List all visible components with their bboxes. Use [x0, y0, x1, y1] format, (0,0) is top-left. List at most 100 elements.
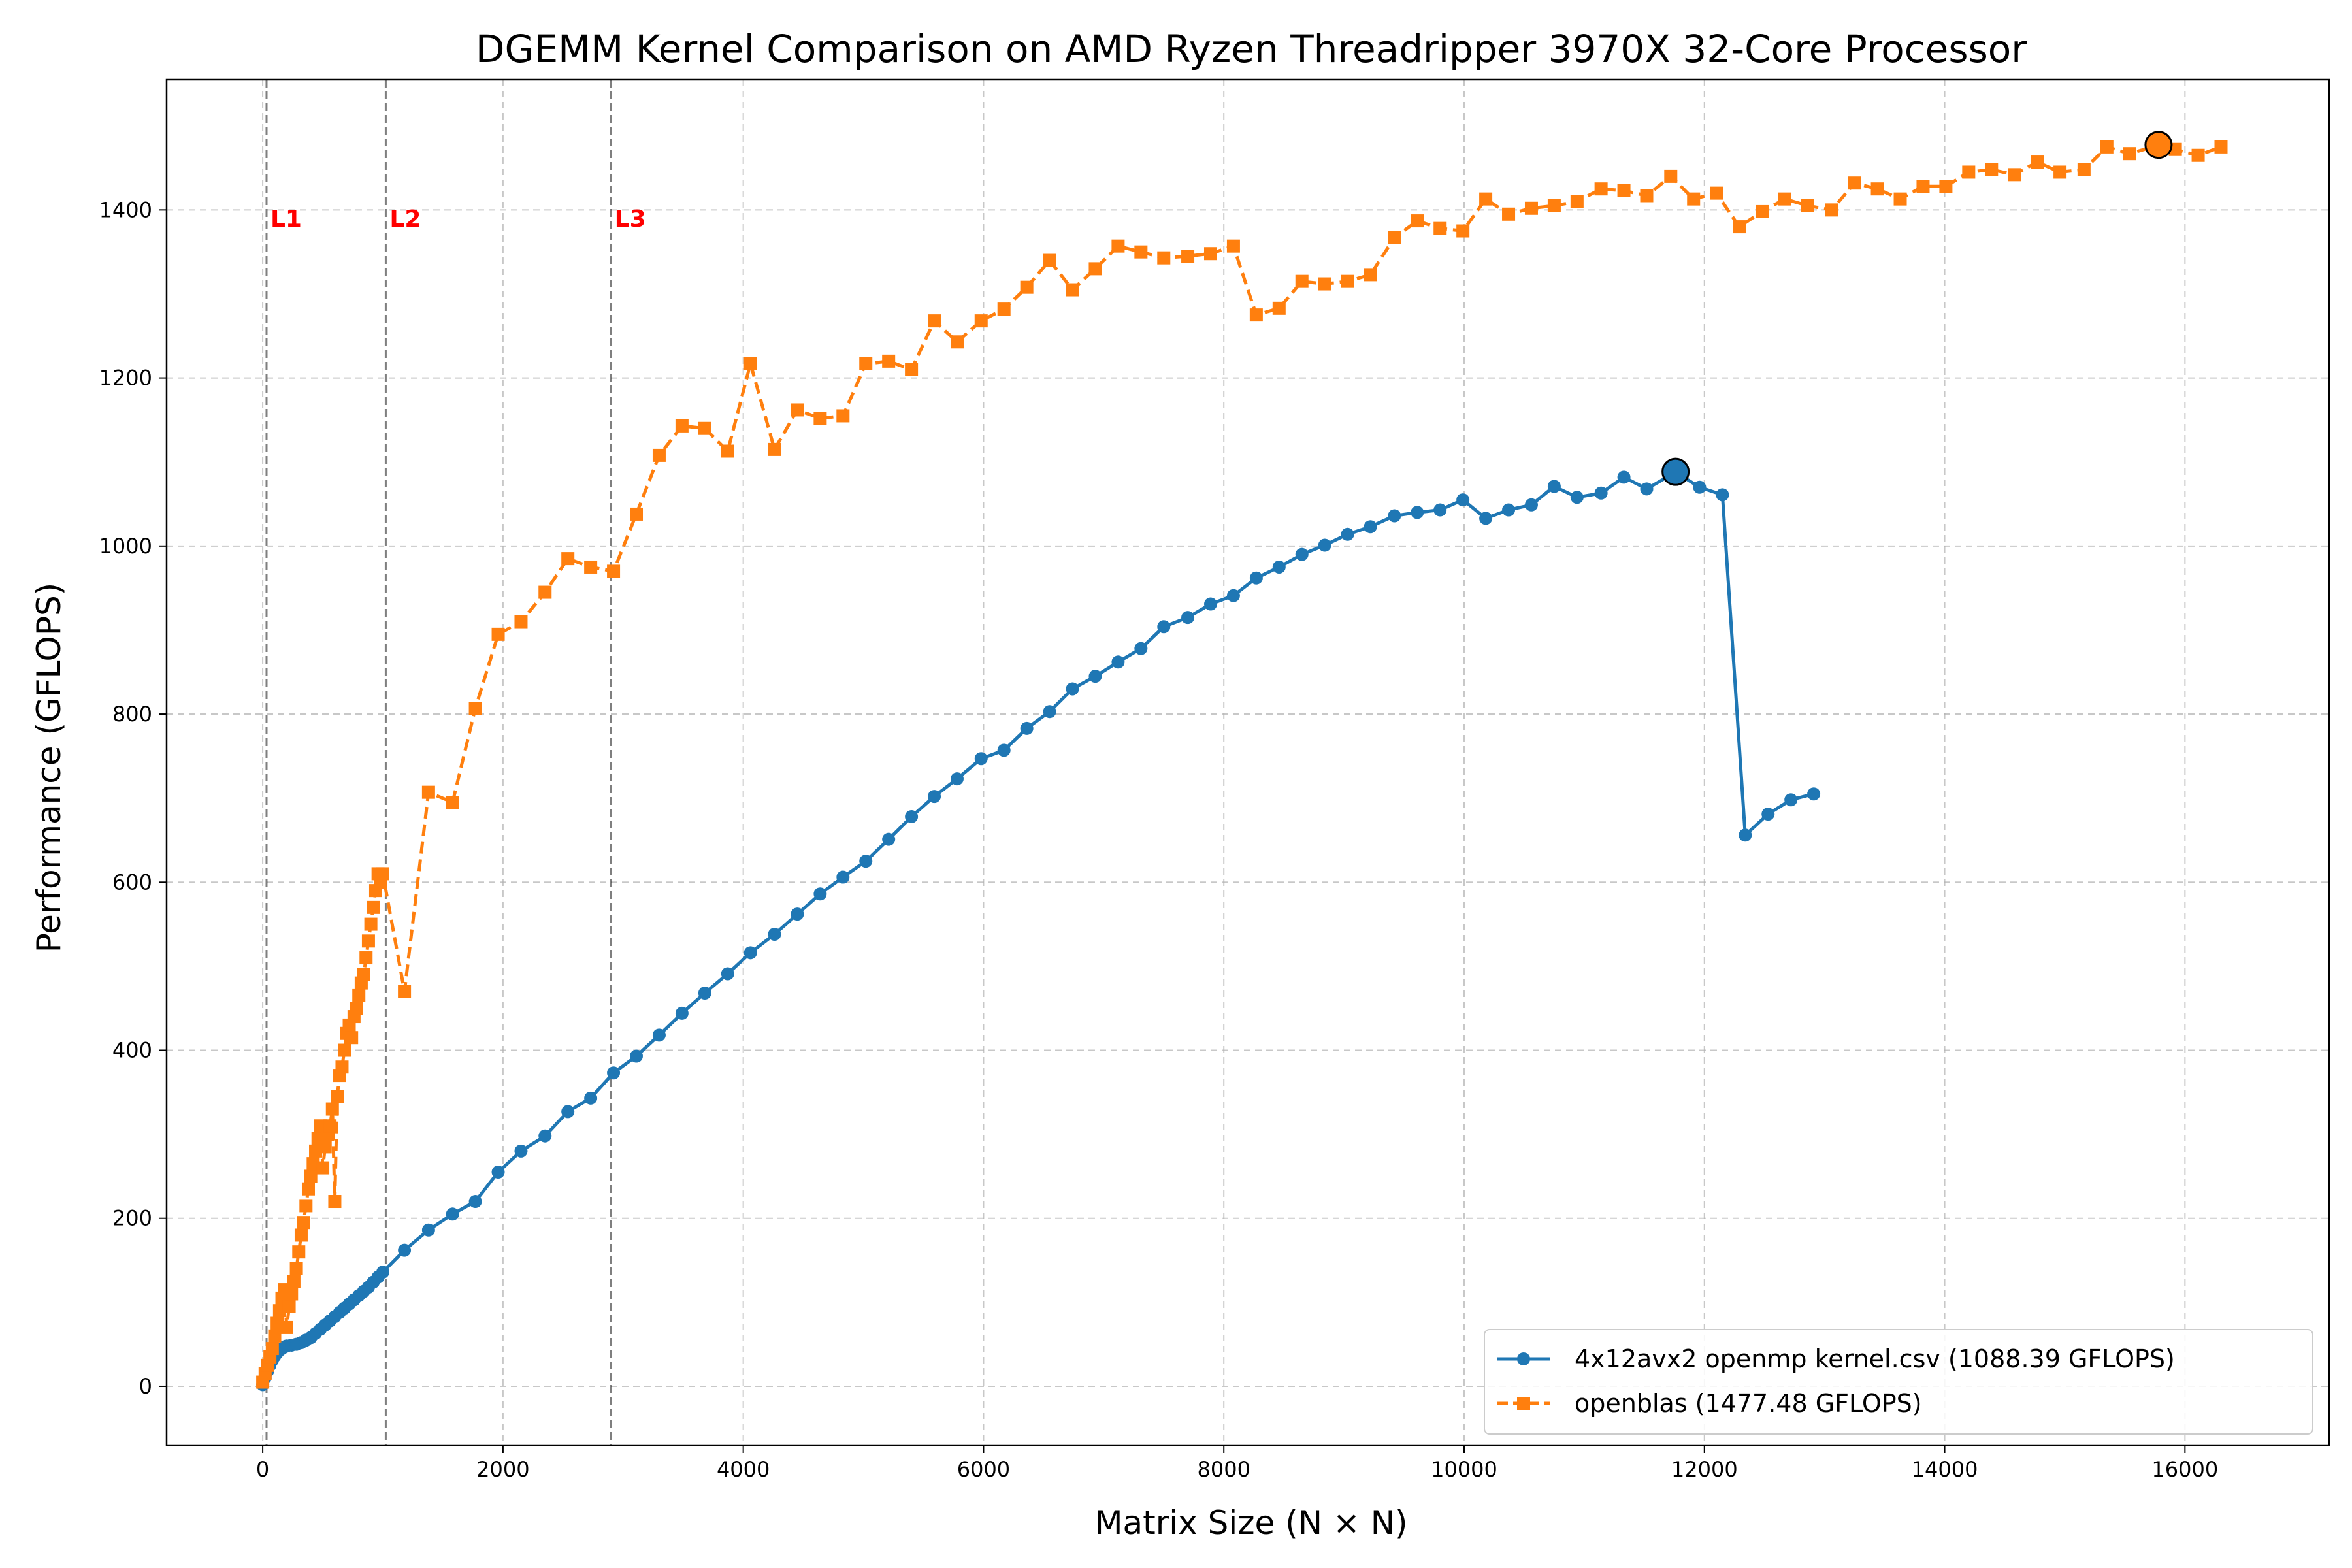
- data-point: [1134, 642, 1148, 655]
- data-point: [280, 1320, 293, 1334]
- data-point: [2123, 147, 2136, 161]
- data-point: [1784, 793, 1798, 807]
- x-tick-label: 12000: [1671, 1457, 1738, 1482]
- data-point: [1272, 560, 1286, 574]
- data-point: [561, 552, 575, 566]
- legend-box: [1484, 1329, 2313, 1435]
- data-point: [335, 1060, 349, 1074]
- data-point: [421, 785, 435, 799]
- data-point: [675, 1006, 689, 1020]
- data-point: [974, 314, 988, 328]
- data-point: [2100, 140, 2114, 154]
- data-point: [1710, 186, 1723, 200]
- data-point: [323, 1119, 337, 1133]
- data-point: [1939, 180, 1953, 193]
- data-point: [1733, 220, 1746, 234]
- legend-entry-series-1: openblas (1477.48 GFLOPS): [1575, 1389, 1922, 1418]
- x-tick-label: 2000: [476, 1457, 529, 1482]
- data-point: [1364, 268, 1377, 282]
- peak-marker-1: [2144, 131, 2173, 159]
- data-point: [294, 1228, 308, 1242]
- cache-label-l1: L1: [270, 206, 302, 233]
- data-point: [630, 507, 644, 521]
- data-point: [836, 409, 850, 423]
- data-point: [1295, 274, 1309, 288]
- cache-label-l3: L3: [615, 206, 646, 233]
- data-point: [1388, 231, 1401, 244]
- data-point: [1388, 509, 1401, 523]
- data-point: [1341, 527, 1354, 541]
- data-point: [768, 442, 781, 456]
- data-point: [584, 560, 598, 574]
- data-point: [1594, 182, 1608, 196]
- data-point: [743, 946, 757, 960]
- data-point: [338, 1043, 351, 1057]
- x-tick-label: 10000: [1431, 1457, 1497, 1482]
- data-point: [1617, 470, 1631, 484]
- data-point: [268, 1329, 282, 1343]
- data-point: [491, 1166, 505, 1179]
- x-tick-label: 4000: [717, 1457, 770, 1482]
- data-point: [1761, 808, 1775, 821]
- data-point: [836, 870, 850, 884]
- data-point: [743, 357, 757, 370]
- data-point: [1640, 482, 1654, 496]
- data-point: [538, 585, 552, 599]
- data-point: [1249, 308, 1263, 322]
- data-point: [361, 934, 375, 948]
- data-point: [1111, 655, 1125, 669]
- data-point: [1524, 201, 1538, 215]
- data-point: [1249, 571, 1263, 585]
- data-point: [1020, 721, 1034, 735]
- data-point: [2191, 148, 2205, 162]
- data-point: [318, 1140, 332, 1154]
- data-point: [1617, 184, 1631, 197]
- data-point: [1203, 597, 1217, 611]
- y-tick-label: 200: [112, 1206, 152, 1231]
- data-point: [1848, 176, 1861, 190]
- data-point: [1318, 277, 1331, 291]
- data-point: [2008, 168, 2021, 182]
- data-point: [325, 1102, 339, 1116]
- data-point: [1066, 283, 1079, 297]
- data-point: [1157, 620, 1171, 634]
- x-tick-label: 8000: [1198, 1457, 1250, 1482]
- data-point: [1272, 301, 1286, 315]
- data-point: [997, 302, 1011, 316]
- data-point: [2214, 140, 2228, 154]
- data-point: [928, 790, 941, 804]
- data-point: [698, 421, 711, 435]
- data-point: [698, 987, 711, 1000]
- data-point: [1111, 239, 1125, 253]
- data-point: [1693, 480, 1707, 494]
- data-point: [1664, 169, 1678, 183]
- data-point: [721, 967, 734, 981]
- data-point: [297, 1216, 310, 1230]
- data-point: [561, 1105, 575, 1119]
- data-point: [768, 928, 781, 941]
- data-point: [1456, 493, 1470, 507]
- data-point: [1570, 491, 1584, 504]
- data-point: [331, 1090, 344, 1103]
- data-point: [2077, 163, 2091, 176]
- data-point: [1203, 247, 1217, 261]
- data-point: [1226, 239, 1240, 253]
- data-point: [584, 1091, 598, 1105]
- data-point: [652, 448, 666, 462]
- data-point: [1502, 503, 1516, 517]
- x-tick-label: 14000: [1912, 1457, 1978, 1482]
- data-point: [1594, 486, 1608, 500]
- legend-marker-series-1: [1517, 1397, 1530, 1410]
- data-point: [974, 752, 988, 766]
- data-point: [398, 985, 412, 998]
- data-point: [813, 412, 827, 425]
- y-axis-label: Performance (GFLOPS): [30, 583, 68, 953]
- data-point: [607, 564, 621, 578]
- cache-lines: L1 L2 L3: [265, 80, 646, 1445]
- data-point: [905, 809, 919, 823]
- x-axis-label: Matrix Size (N × N): [1094, 1504, 1407, 1542]
- peak-marker-0: [1661, 457, 1690, 486]
- data-point: [997, 743, 1011, 757]
